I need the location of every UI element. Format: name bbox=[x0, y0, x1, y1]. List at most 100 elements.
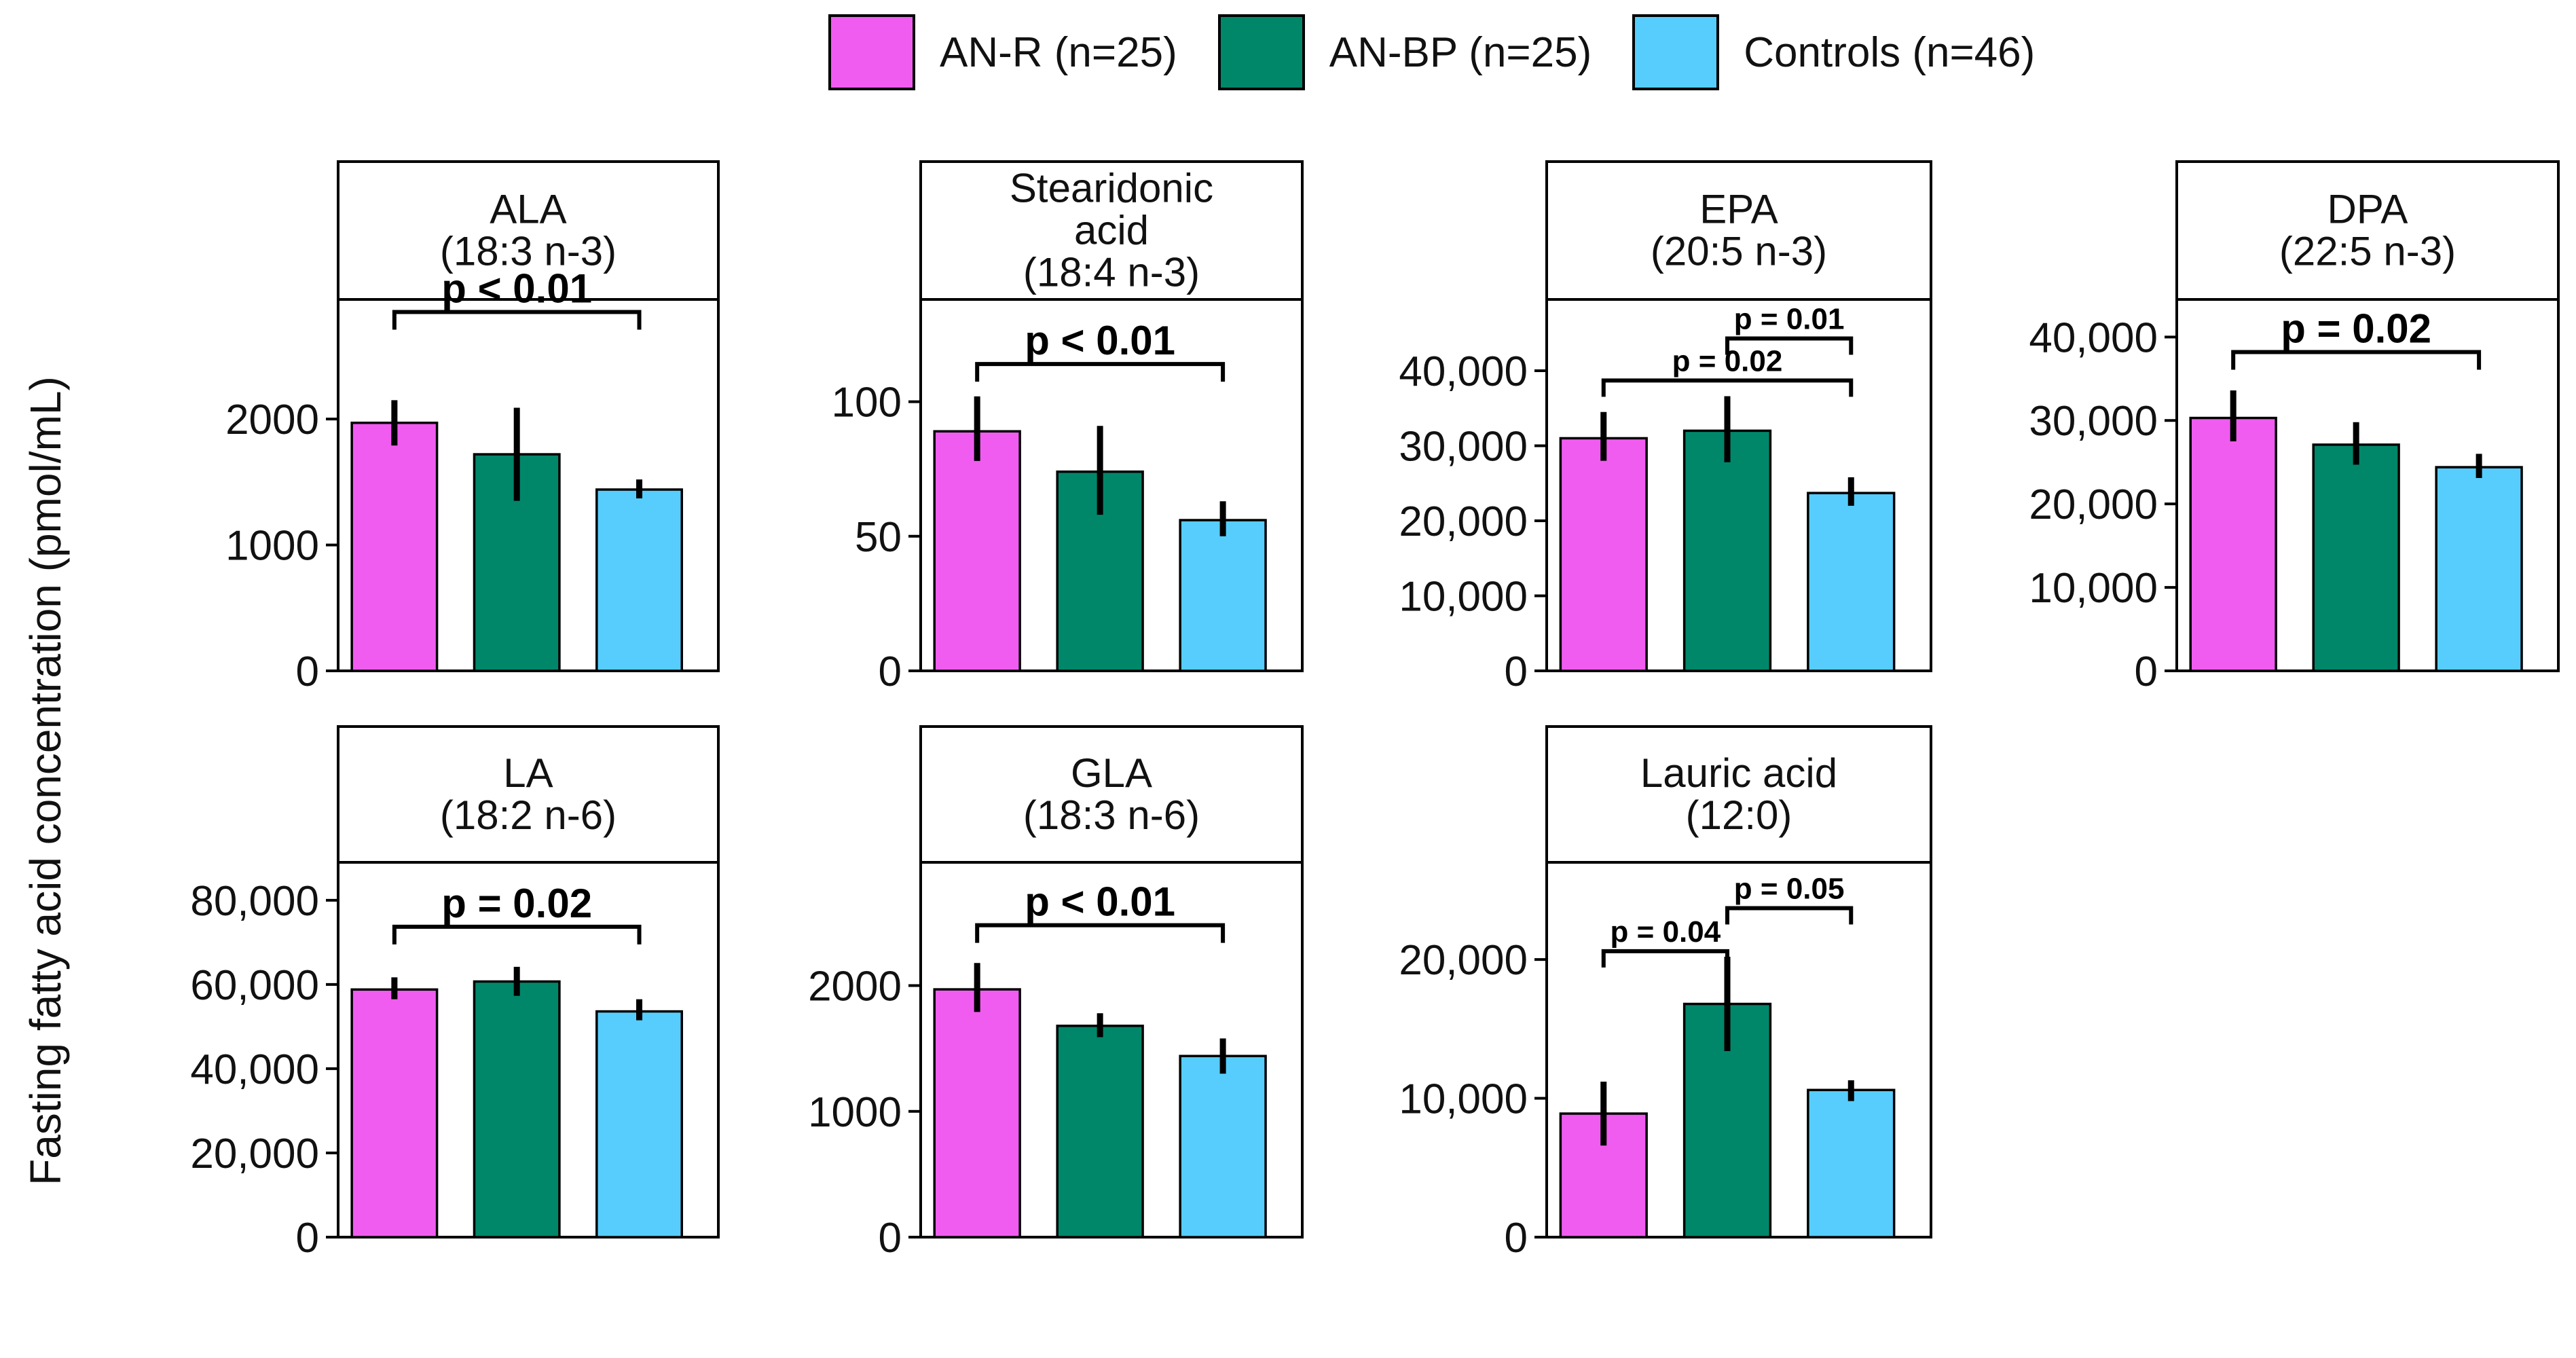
p-value-label: p = 0.02 bbox=[2281, 306, 2431, 351]
y-tick-label: 0 bbox=[1505, 648, 1528, 695]
y-tick-label: 30,000 bbox=[1399, 423, 1528, 470]
legend-label-an-r: AN-R (n=25) bbox=[940, 29, 1177, 76]
facet-4: LA(18:2 n-6) 0 20,000 40,000 60,000 80,000 p =… bbox=[190, 725, 720, 1262]
facet-2: EPA(20:5 n-3) 0 10,000 20,000 30,000 40,000 p … bbox=[1399, 160, 1932, 695]
p-value-label: p = 0.01 bbox=[1734, 302, 1845, 335]
y-tick-label: 0 bbox=[1505, 1215, 1528, 1262]
legend-swatch-an-bp bbox=[1217, 14, 1305, 90]
facet-title: LA bbox=[503, 750, 553, 796]
facet-header bbox=[337, 725, 720, 864]
facet-title: (18:3 n-6) bbox=[1023, 792, 1200, 838]
significance-bracket bbox=[1725, 906, 1854, 925]
p-value-label: p < 0.01 bbox=[1025, 318, 1175, 363]
y-tick-label: 0 bbox=[296, 1215, 319, 1262]
facet-title: (18:3 n-3) bbox=[440, 229, 617, 274]
significance-bracket bbox=[392, 310, 642, 330]
bar-an-r bbox=[350, 988, 439, 1238]
facet-title: Lauric acid bbox=[1640, 750, 1837, 796]
legend: AN-R (n=25) AN-BP (n=25) Controls (n=46) bbox=[828, 8, 2076, 96]
y-tick-label: 60,000 bbox=[190, 962, 319, 1009]
legend-label-controls: Controls (n=46) bbox=[1744, 29, 2036, 76]
significance-bracket bbox=[1601, 378, 1854, 397]
y-tick-label: 20,000 bbox=[1399, 937, 1528, 984]
bar-an-bp bbox=[473, 980, 561, 1238]
facet-title: EPA bbox=[1699, 187, 1778, 232]
y-tick-label: 40,000 bbox=[190, 1046, 319, 1093]
y-tick-label: 2000 bbox=[225, 397, 319, 443]
y-tick-label: 20,000 bbox=[2029, 481, 2158, 528]
facet-0: ALA(18:3 n-3) 0 1000 2000 p < 0.01 bbox=[225, 160, 720, 695]
legend-label-an-bp: AN-BP (n=25) bbox=[1329, 29, 1592, 76]
facet-title: DPA bbox=[2327, 187, 2408, 232]
facet-title: ALA bbox=[490, 187, 566, 232]
bar-controls bbox=[595, 1010, 683, 1238]
y-tick-label: 100 bbox=[832, 380, 902, 426]
p-value-label: p = 0.04 bbox=[1611, 915, 1721, 949]
bar-an-bp bbox=[1682, 429, 1772, 672]
legend-swatch-an-r bbox=[828, 14, 915, 90]
bar-controls bbox=[1807, 1088, 1896, 1238]
legend-item-an-r: AN-R (n=25) bbox=[828, 14, 1177, 90]
facet-header bbox=[1545, 160, 1932, 301]
y-tick-label: 0 bbox=[879, 648, 902, 695]
significance-bracket bbox=[975, 923, 1226, 943]
bar-an-r bbox=[2189, 416, 2277, 672]
facet-title: (20:5 n-3) bbox=[1651, 229, 1827, 274]
y-tick-label: 50 bbox=[855, 514, 902, 561]
y-tick-label: 10,000 bbox=[1399, 573, 1528, 620]
legend-item-an-bp: AN-BP (n=25) bbox=[1217, 14, 1592, 90]
y-tick-label: 2000 bbox=[808, 964, 902, 1010]
p-value-label: p < 0.01 bbox=[1025, 879, 1175, 925]
p-value-label: p = 0.05 bbox=[1734, 872, 1845, 905]
p-value-label: p = 0.02 bbox=[441, 881, 592, 926]
significance-bracket bbox=[392, 924, 642, 944]
bar-an-bp bbox=[1056, 1025, 1144, 1238]
bar-controls bbox=[595, 488, 683, 672]
p-value-label: p < 0.01 bbox=[441, 266, 592, 312]
y-tick-label: 40,000 bbox=[2029, 314, 2158, 361]
facet-header bbox=[2175, 160, 2560, 301]
facet-title: (18:4 n-3) bbox=[1023, 250, 1200, 295]
significance-bracket bbox=[1725, 336, 1854, 355]
y-tick-label: 40,000 bbox=[1399, 348, 1528, 395]
bar-an-r bbox=[933, 988, 1021, 1238]
bar-an-r bbox=[350, 421, 439, 672]
facet-title: Stearidonic bbox=[1010, 166, 1213, 211]
y-tick-label: 1000 bbox=[225, 523, 319, 570]
y-tick-label: 0 bbox=[879, 1215, 902, 1262]
legend-item-controls: Controls (n=46) bbox=[1632, 14, 2035, 90]
bar-an-r bbox=[933, 430, 1021, 672]
facet-title: GLA bbox=[1071, 750, 1152, 796]
y-tick-label: 0 bbox=[2135, 648, 2158, 695]
bar-an-r bbox=[1559, 437, 1648, 672]
bar-controls bbox=[2435, 466, 2523, 672]
significance-bracket bbox=[1601, 949, 1730, 968]
y-tick-label: 80,000 bbox=[190, 878, 319, 925]
facet-3: DPA(22:5 n-3) 0 10,000 20,000 30,000 40,000 p … bbox=[2029, 160, 2560, 695]
y-tick-label: 1000 bbox=[808, 1089, 902, 1136]
bar-controls bbox=[1179, 519, 1267, 672]
bar-controls bbox=[1807, 492, 1896, 672]
y-tick-label: 0 bbox=[296, 648, 319, 695]
bar-an-bp bbox=[2312, 443, 2400, 672]
y-tick-label: 10,000 bbox=[1399, 1076, 1528, 1123]
y-tick-label: 20,000 bbox=[190, 1131, 319, 1177]
bar-controls bbox=[1179, 1054, 1267, 1238]
facet-5: GLA(18:3 n-6) 0 1000 2000 p < 0.01 bbox=[808, 725, 1304, 1262]
facet-header bbox=[1545, 725, 1932, 864]
y-tick-label: 30,000 bbox=[2029, 398, 2158, 445]
facet-title: (12:0) bbox=[1686, 792, 1792, 838]
significance-bracket bbox=[2231, 350, 2482, 370]
facet-title: (18:2 n-6) bbox=[440, 792, 617, 838]
legend-swatch-controls bbox=[1632, 14, 1720, 90]
facet-header bbox=[919, 160, 1304, 301]
y-tick-label: 10,000 bbox=[2029, 565, 2158, 612]
facet-title: (22:5 n-3) bbox=[2279, 229, 2456, 274]
facet-title: acid bbox=[1074, 208, 1149, 253]
facet-6: Lauric acid(12:0) 0 10,000 20,000 p = 0.04 p … bbox=[1399, 725, 1932, 1262]
y-tick-label: 20,000 bbox=[1399, 498, 1528, 545]
significance-bracket bbox=[975, 362, 1226, 382]
facet-header bbox=[919, 725, 1304, 864]
